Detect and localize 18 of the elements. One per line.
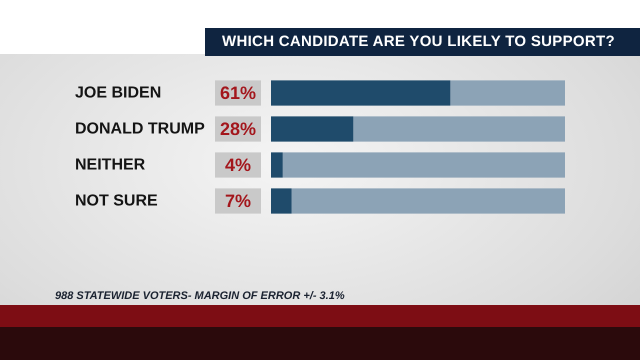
text: 988 STATEWIDE VOTERS- MARGIN OF ERROR +/- 3.1% xyxy=(55,290,345,302)
bar xyxy=(271,152,283,178)
bar xyxy=(292,188,565,214)
y-tick-label: DONALD TRUMP xyxy=(75,120,206,138)
y-tick-label: JOE BIDEN xyxy=(75,84,162,102)
data-label: 61% xyxy=(220,82,256,103)
bar xyxy=(353,116,565,142)
data-label: 7% xyxy=(224,190,252,211)
chart-title: WHICH CANDIDATE ARE YOU LIKELY TO SUPPORT? xyxy=(222,33,615,50)
bar xyxy=(450,80,565,106)
bar xyxy=(271,188,292,214)
y-tick-label: NOT SURE xyxy=(75,192,158,210)
bar xyxy=(271,116,354,142)
bar xyxy=(271,80,450,106)
bar xyxy=(282,152,565,178)
data-label: 4% xyxy=(224,154,252,175)
y-tick-label: NEITHER xyxy=(75,156,146,174)
data-label: 28% xyxy=(220,118,256,139)
